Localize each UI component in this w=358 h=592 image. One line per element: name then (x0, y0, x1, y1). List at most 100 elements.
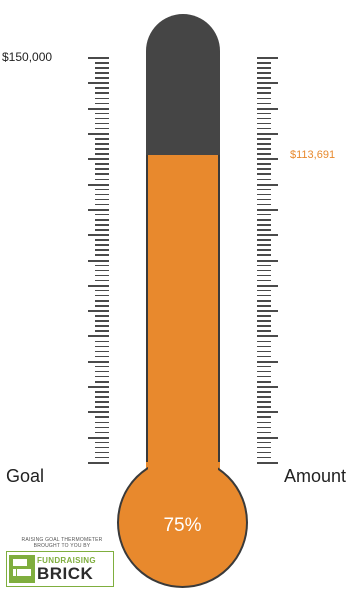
minor-tick (95, 325, 109, 327)
percent-label: 75% (163, 515, 202, 536)
minor-tick (95, 127, 109, 130)
minor-tick (95, 279, 109, 282)
minor-tick (95, 421, 109, 423)
minor-tick (95, 370, 109, 373)
minor-tick (257, 264, 271, 267)
major-tick (257, 386, 278, 389)
major-tick (88, 284, 109, 287)
minor-tick (257, 249, 271, 251)
brand-caption-line-1: RAISING GOAL THERMOMETER (21, 537, 103, 543)
minor-tick (257, 315, 271, 317)
major-tick (88, 132, 109, 135)
minor-tick (95, 188, 109, 191)
minor-tick (257, 300, 271, 302)
minor-tick (95, 229, 109, 231)
minor-tick (95, 406, 109, 408)
major-tick (88, 310, 109, 313)
tube-outline-left (146, 155, 148, 462)
minor-tick (257, 239, 271, 241)
minor-tick (95, 264, 109, 267)
minor-tick (257, 62, 271, 64)
minor-tick (95, 416, 109, 418)
goal-value: $150,000 (2, 50, 53, 64)
minor-tick (257, 138, 271, 140)
minor-tick (95, 213, 109, 216)
brand-name-line-1: FUNDRAISING (37, 556, 96, 565)
minor-tick (257, 305, 271, 307)
minor-tick (257, 127, 271, 130)
minor-tick (257, 441, 271, 444)
minor-tick (257, 289, 271, 292)
minor-tick (257, 431, 271, 434)
major-tick (88, 57, 109, 59)
minor-tick (95, 330, 109, 332)
major-tick (88, 158, 109, 161)
goal-label: Goal (6, 466, 45, 486)
minor-tick (257, 456, 271, 459)
minor-tick (95, 426, 109, 429)
minor-tick (257, 67, 271, 69)
minor-tick (95, 441, 109, 444)
minor-tick (95, 355, 109, 358)
minor-tick (257, 77, 271, 79)
tube-outline-right (218, 155, 220, 462)
minor-tick (95, 163, 109, 165)
left-tick-scale (88, 57, 109, 464)
minor-tick (95, 173, 109, 175)
minor-tick (95, 67, 109, 69)
minor-tick (257, 122, 271, 125)
minor-tick (95, 168, 109, 170)
minor-tick (257, 224, 271, 226)
minor-tick (95, 244, 109, 246)
minor-tick (95, 315, 109, 317)
major-tick (88, 335, 109, 338)
minor-tick (95, 198, 109, 201)
minor-tick (257, 244, 271, 246)
minor-tick (257, 193, 271, 196)
major-tick (257, 310, 278, 313)
minor-tick (257, 370, 271, 373)
major-tick (88, 82, 109, 85)
minor-tick (257, 406, 271, 408)
minor-tick (95, 112, 109, 115)
major-tick (88, 259, 109, 262)
minor-tick (257, 396, 271, 398)
minor-tick (257, 391, 271, 393)
minor-tick (257, 416, 271, 418)
minor-tick (257, 168, 271, 170)
minor-tick (95, 345, 109, 348)
minor-tick (95, 87, 109, 89)
minor-tick (257, 203, 271, 206)
minor-tick (95, 289, 109, 292)
minor-tick (95, 249, 109, 251)
major-tick (257, 360, 278, 363)
minor-tick (257, 345, 271, 348)
major-tick (257, 132, 278, 135)
minor-tick (257, 72, 271, 74)
minor-tick (95, 92, 109, 94)
current-amount-value: $113,691 (290, 149, 336, 161)
major-tick (88, 436, 109, 439)
minor-tick (257, 229, 271, 231)
minor-tick (257, 451, 271, 454)
major-tick (257, 284, 278, 287)
minor-tick (257, 350, 271, 353)
bulb-joint (148, 450, 218, 480)
minor-tick (95, 381, 109, 383)
minor-tick (95, 391, 109, 393)
minor-tick (95, 401, 109, 403)
major-tick (257, 462, 278, 464)
minor-tick (95, 193, 109, 196)
minor-tick (257, 375, 271, 378)
minor-tick (95, 72, 109, 74)
minor-tick (95, 320, 109, 322)
minor-tick (257, 188, 271, 191)
minor-tick (257, 274, 271, 277)
minor-tick (95, 153, 109, 155)
minor-tick (257, 178, 271, 180)
minor-tick (95, 300, 109, 302)
minor-tick (257, 219, 271, 221)
minor-tick (257, 401, 271, 403)
minor-tick (95, 122, 109, 125)
